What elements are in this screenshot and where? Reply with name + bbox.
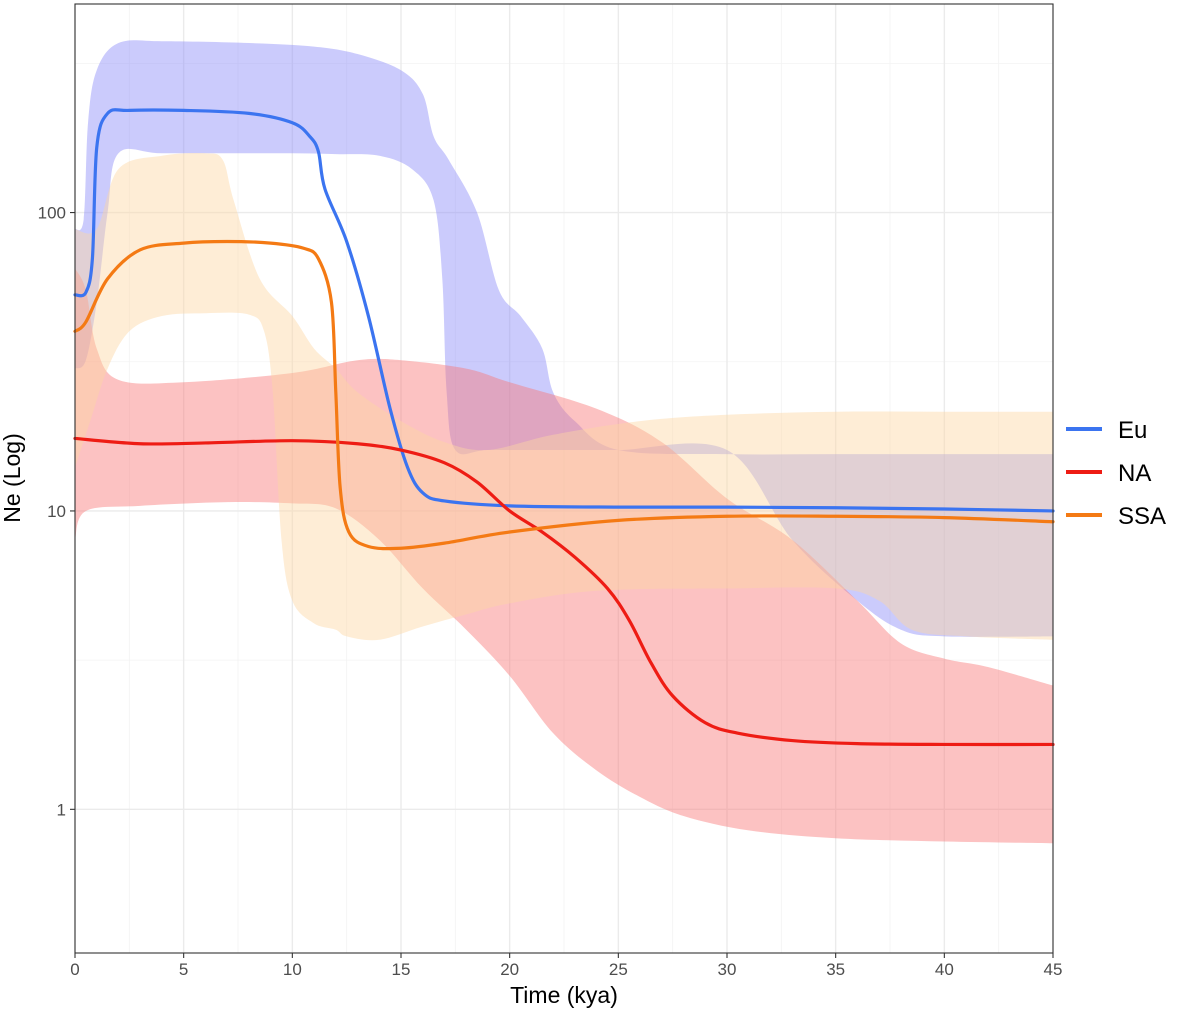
legend-label-na: NA (1118, 460, 1151, 487)
confidence-bands (75, 40, 1053, 844)
legend: Eu NA SSA (1066, 417, 1166, 530)
grid-minor (75, 4, 1053, 953)
x-tick-label: 30 (718, 960, 737, 979)
x-tick-label: 5 (179, 960, 188, 979)
band-na (75, 268, 1053, 844)
y-axis: 1 10 100 (38, 204, 75, 819)
line-eu (73, 108, 1055, 513)
y-tick-label: 100 (38, 204, 66, 223)
band-eu (75, 40, 1053, 637)
legend-label-ssa: SSA (1118, 503, 1166, 530)
x-tick-label: 25 (609, 960, 628, 979)
y-axis-title: Ne (Log) (0, 433, 25, 522)
y-tick-label: 10 (47, 502, 66, 521)
x-tick-label: 10 (283, 960, 302, 979)
x-tick-label: 45 (1044, 960, 1063, 979)
legend-label-eu: Eu (1118, 417, 1147, 444)
x-tick-label: 0 (70, 960, 79, 979)
x-axis-title: Time (kya) (510, 982, 618, 1008)
x-tick-label: 15 (392, 960, 411, 979)
x-axis: 0 5 10 15 20 25 30 35 40 45 (70, 953, 1062, 979)
plot-border (74, 3, 1054, 954)
y-tick-label: 1 (57, 800, 66, 819)
x-tick-label: 20 (500, 960, 519, 979)
line-ssa (73, 239, 1055, 551)
x-tick-label: 35 (826, 960, 845, 979)
series-lines (73, 108, 1055, 747)
x-tick-label: 40 (935, 960, 954, 979)
line-na (73, 436, 1055, 747)
band-ssa (75, 153, 1053, 641)
